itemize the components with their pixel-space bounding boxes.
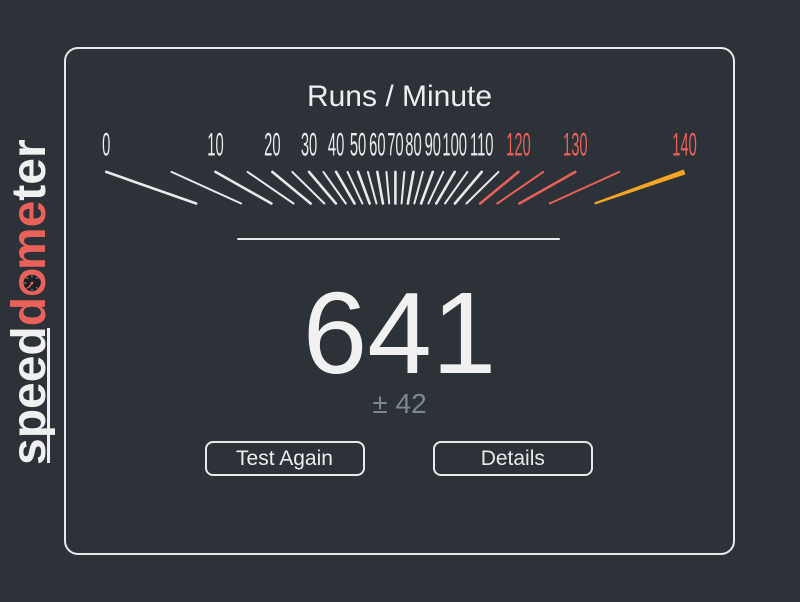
svg-text:120: 120 xyxy=(506,130,531,163)
svg-text:10: 10 xyxy=(207,130,223,163)
svg-text:40: 40 xyxy=(328,130,344,163)
svg-text:20: 20 xyxy=(264,130,280,163)
svg-text:140: 140 xyxy=(672,130,697,163)
svg-text:0: 0 xyxy=(102,130,110,163)
svg-text:100: 100 xyxy=(442,130,467,163)
svg-text:130: 130 xyxy=(563,130,588,163)
svg-text:70: 70 xyxy=(387,130,403,163)
svg-text:110: 110 xyxy=(470,130,493,163)
svg-text:30: 30 xyxy=(301,130,317,163)
svg-text:90: 90 xyxy=(425,130,441,163)
svg-text:60: 60 xyxy=(369,130,385,163)
svg-text:50: 50 xyxy=(350,130,366,163)
svg-text:80: 80 xyxy=(405,130,421,163)
